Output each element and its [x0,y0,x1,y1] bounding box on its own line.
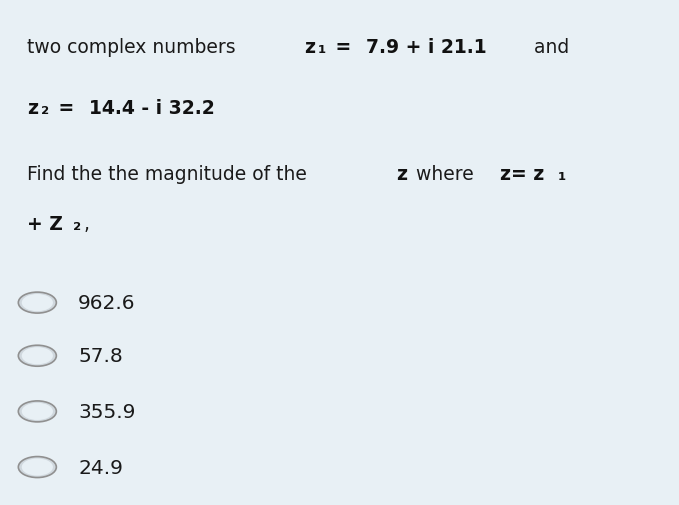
Ellipse shape [22,459,53,476]
Text: ₁: ₁ [557,164,566,183]
Text: 24.9: 24.9 [78,458,123,477]
Text: where: where [410,164,480,183]
Text: z: z [27,98,38,118]
Text: =: = [329,38,358,57]
Text: and: and [521,38,569,57]
Text: =: = [52,98,81,118]
Text: 355.9: 355.9 [78,402,135,421]
Text: two complex numbers: two complex numbers [27,38,242,57]
Ellipse shape [22,294,53,312]
Ellipse shape [22,403,53,420]
Text: z= z: z= z [500,164,545,183]
Ellipse shape [18,345,56,367]
Text: Find the the magnitude of the: Find the the magnitude of the [27,164,313,183]
Text: z: z [396,164,407,183]
Text: + Z: + Z [27,215,63,234]
Ellipse shape [22,347,53,365]
Ellipse shape [18,401,56,422]
Ellipse shape [18,457,56,478]
Text: ₁: ₁ [318,38,327,57]
Text: ₂: ₂ [73,215,81,234]
Text: 14.4 - i 32.2: 14.4 - i 32.2 [89,98,215,118]
Text: 57.8: 57.8 [78,346,123,366]
Text: ₂: ₂ [41,98,50,118]
Text: 7.9 + i 21.1: 7.9 + i 21.1 [366,38,487,57]
Text: ,: , [84,215,90,234]
Text: 962.6: 962.6 [78,293,136,313]
Ellipse shape [18,292,56,314]
Text: z: z [304,38,315,57]
